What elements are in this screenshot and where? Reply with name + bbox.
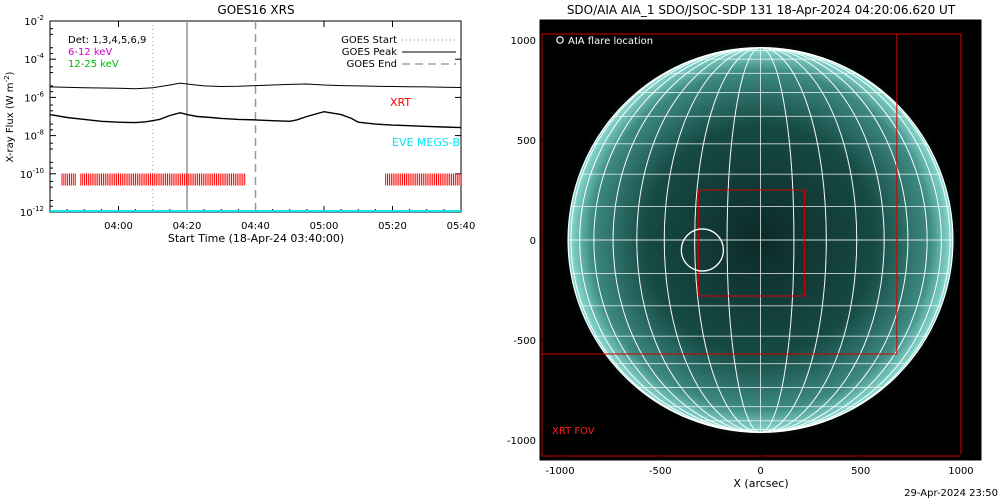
longitude-grid-line bbox=[593, 47, 928, 433]
goes-y-tick-exp: -4 bbox=[37, 52, 45, 60]
goes-y-axis-label-base: X-ray Flux (W m bbox=[5, 82, 16, 162]
aia-x-tick-label: 1000 bbox=[948, 466, 973, 477]
aia-y-axis: 1000 500 0 -500 -1000 bbox=[507, 36, 546, 447]
xrt-fov-mid-box bbox=[541, 33, 898, 355]
goes-y-axis-label-close: ) bbox=[5, 71, 16, 75]
goes-y-axis-label: X-ray Flux (W m-2) bbox=[3, 71, 16, 162]
goes-y-tick-base: 10 bbox=[24, 17, 37, 28]
goes-plot-area bbox=[50, 21, 461, 212]
goes-x-tick-label: 05:20 bbox=[378, 221, 407, 232]
footer-timestamp: 29-Apr-2024 23:50 bbox=[904, 488, 998, 499]
aia-x-tick-label: 500 bbox=[851, 466, 870, 477]
goes-legend-left-item: 12-25 keV bbox=[68, 59, 119, 70]
goes-x-tick-label: 04:00 bbox=[104, 221, 133, 232]
goes-y-tick-label: 10-6 bbox=[24, 90, 44, 104]
goes-y-tick-exp: -8 bbox=[37, 129, 44, 137]
aia-y-tick-label: 500 bbox=[517, 136, 536, 147]
goes-x-axis: 04:00 04:20 04:40 05:00 05:20 05:40 bbox=[66, 21, 476, 232]
xrt-fov-label: XRT FOV bbox=[552, 426, 595, 437]
longitude-grid-line bbox=[570, 47, 951, 433]
goes-y-tick-exp: -6 bbox=[37, 90, 45, 98]
aia-legend: AIA flare location bbox=[556, 36, 653, 47]
goes-x-tick-label: 05:00 bbox=[310, 221, 339, 232]
goes-y-tick-exp: -10 bbox=[33, 167, 44, 175]
longitude-grid-line bbox=[579, 47, 942, 433]
goes-legend-right-item: GOES End bbox=[347, 59, 397, 70]
goes-y-tick-base: 10 bbox=[20, 208, 33, 219]
eve-megs-label: EVE MEGS-B bbox=[392, 136, 460, 149]
aia-flare-location-circle bbox=[680, 228, 725, 272]
xrt-fov-inner-box bbox=[697, 189, 806, 297]
longitude-grid-line bbox=[663, 47, 858, 433]
goes-y-tick-label: 10-4 bbox=[24, 52, 44, 66]
longitude-grid-line bbox=[636, 47, 885, 433]
goes-y-tick-label: 10-10 bbox=[20, 167, 44, 181]
aia-chart: SDO/AIA AIA_1 SDO/JSOC-SDP 131 18-Apr-20… bbox=[507, 3, 982, 490]
aia-limb-circle bbox=[567, 46, 954, 434]
aia-x-tick-label: -1000 bbox=[546, 466, 575, 477]
flare-legend-circle-icon bbox=[556, 36, 564, 44]
goes-legend-left-item: Det: 1,3,4,5,6,9 bbox=[68, 35, 146, 46]
longitude-grid-line bbox=[612, 47, 909, 433]
goes-x-axis-label: Start Time (18-Apr-24 03:40:00) bbox=[168, 232, 344, 245]
aia-x-tick-label: 0 bbox=[757, 466, 763, 477]
xrt-label: XRT bbox=[390, 96, 411, 109]
goes-y-tick-base: 10 bbox=[24, 55, 37, 66]
aia-x-axis: -1000 -500 0 500 1000 bbox=[546, 454, 974, 477]
goes-y-tick-label: 10-2 bbox=[24, 14, 44, 28]
goes-series-line-long bbox=[50, 82, 461, 90]
goes-y-tick-label: 10-8 bbox=[24, 129, 44, 143]
goes-legend-right-item: GOES Peak bbox=[342, 47, 397, 58]
goes-x-tick-label: 05:40 bbox=[447, 221, 476, 232]
goes-y-tick-exp: -12 bbox=[33, 205, 44, 213]
goes-legend-left-item: 6-12 keV bbox=[68, 47, 112, 58]
goes-x-tick-label: 04:40 bbox=[241, 221, 270, 232]
aia-y-tick-label: 0 bbox=[530, 236, 536, 247]
goes-chart-title: GOES16 XRS bbox=[217, 3, 294, 17]
goes-y-axis-label-sup: -2 bbox=[3, 75, 11, 82]
aia-x-tick-label: -500 bbox=[649, 466, 672, 477]
aia-heliographic-grid bbox=[568, 47, 953, 433]
longitude-grid-line bbox=[694, 47, 827, 433]
aia-legend-label: AIA flare location bbox=[568, 36, 653, 47]
aia-chart-title: SDO/AIA AIA_1 SDO/JSOC-SDP 131 18-Apr-20… bbox=[567, 3, 956, 17]
aia-y-tick-label: -1000 bbox=[507, 436, 536, 447]
aia-y-tick-label: 1000 bbox=[511, 36, 536, 47]
goes-y-tick-exp: -2 bbox=[37, 14, 44, 22]
longitude-grid-line bbox=[726, 47, 795, 433]
goes-x-tick-label: 04:20 bbox=[173, 221, 202, 232]
aia-overlays bbox=[541, 33, 962, 457]
goes-y-tick-label: 10-12 bbox=[20, 205, 44, 219]
goes-y-tick-base: 10 bbox=[24, 132, 37, 143]
goes-y-tick-base: 10 bbox=[20, 170, 33, 181]
goes-y-tick-base: 10 bbox=[24, 93, 37, 104]
aia-y-tick-label: -500 bbox=[513, 336, 536, 347]
aia-solar-image bbox=[540, 20, 981, 460]
goes-series-line-short bbox=[50, 110, 461, 129]
goes-legend-right-item: GOES Start bbox=[341, 35, 397, 46]
aia-x-axis-label: X (arcsec) bbox=[733, 477, 788, 490]
